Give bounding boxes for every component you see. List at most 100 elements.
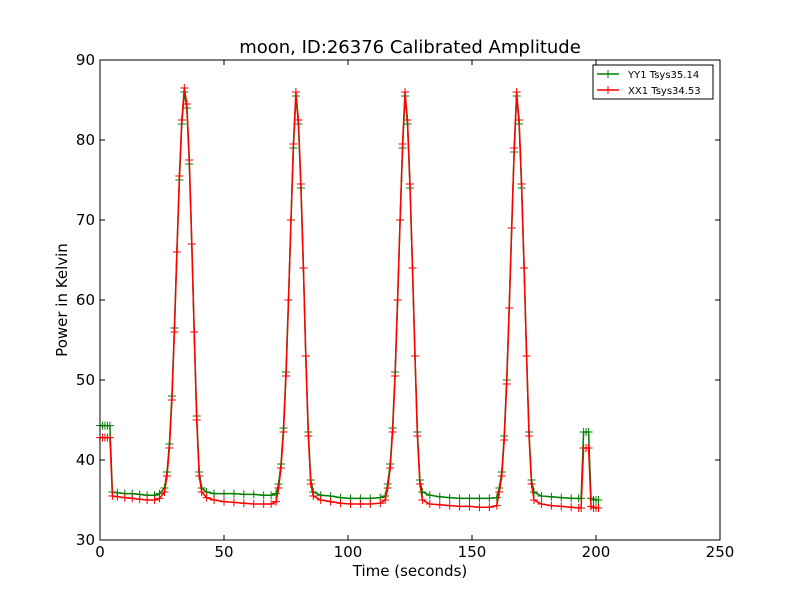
data-point-marker — [567, 494, 576, 503]
data-point-marker — [403, 116, 412, 124]
y-tick-label: 60 — [76, 291, 95, 309]
data-point-marker — [537, 492, 546, 500]
data-point-marker — [229, 498, 238, 507]
data-point-marker — [105, 421, 114, 430]
data-point-marker — [239, 499, 248, 508]
data-point-marker — [165, 444, 174, 452]
data-point-marker — [383, 484, 392, 492]
data-point-marker — [299, 264, 308, 272]
data-point-marker — [162, 472, 171, 480]
data-point-marker — [584, 444, 593, 452]
y-tick-label: 70 — [76, 211, 95, 229]
data-point-marker — [267, 500, 276, 508]
data-point-marker — [284, 296, 293, 304]
data-point-marker — [510, 144, 519, 152]
data-point-marker — [475, 494, 484, 503]
data-point-marker — [547, 492, 556, 501]
x-axis-label: Time (seconds) — [352, 562, 468, 580]
data-point-marker — [277, 464, 286, 472]
data-point-marker — [485, 503, 494, 512]
data-point-marker — [577, 504, 586, 512]
data-point-marker — [180, 84, 189, 92]
data-point-marker — [160, 488, 169, 496]
legend: YY1 Tsys35.14 XX1 Tsys34.53 — [592, 64, 714, 100]
data-point-marker — [259, 500, 268, 508]
data-point-marker — [135, 495, 144, 504]
data-point-marker — [567, 503, 576, 512]
data-point-marker — [495, 488, 504, 496]
data-point-marker — [512, 88, 521, 96]
data-point-marker — [346, 500, 355, 508]
x-tick-label: 100 — [334, 543, 363, 561]
data-point-marker — [296, 180, 305, 188]
data-point-marker — [557, 502, 566, 511]
data-point-marker — [530, 496, 538, 504]
data-point-marker — [294, 116, 303, 124]
data-point-marker — [537, 500, 546, 508]
data-point-marker — [398, 140, 407, 148]
data-point-marker — [492, 501, 501, 510]
data-point-marker — [272, 489, 281, 498]
data-point-marker — [272, 497, 281, 506]
data-point-marker — [291, 88, 300, 96]
data-point-marker — [465, 494, 474, 503]
data-point-marker — [356, 500, 365, 508]
x-tick-label: 50 — [214, 543, 233, 561]
data-point-marker — [249, 500, 258, 508]
data-point-marker — [210, 496, 219, 504]
x-tick-label: 200 — [582, 543, 611, 561]
data-point-marker — [435, 500, 444, 509]
data-point-marker — [376, 499, 385, 508]
data-point-marker — [187, 240, 196, 248]
legend-label-1: XX1 Tsys34.53 — [628, 86, 701, 97]
data-point-marker — [170, 328, 179, 336]
data-point-marker — [220, 489, 228, 498]
y-axis-label: Power in Kelvin — [53, 243, 71, 357]
data-point-marker — [584, 428, 593, 436]
data-point-marker — [105, 433, 114, 442]
data-point-marker — [435, 492, 444, 501]
plot-area — [96, 84, 603, 512]
data-point-marker — [507, 224, 516, 232]
data-point-marker — [517, 180, 526, 188]
data-point-marker — [502, 380, 511, 388]
data-point-marker — [525, 432, 534, 440]
data-point-marker — [386, 464, 395, 472]
data-point-marker — [547, 501, 556, 510]
legend-label-0: YY1 Tsys35.14 — [627, 70, 699, 81]
data-point-marker — [150, 496, 159, 504]
data-point-marker — [177, 116, 186, 124]
data-point-marker — [396, 216, 405, 224]
data-point-marker — [143, 496, 152, 504]
data-point-marker — [155, 494, 164, 503]
legend-marker-1 — [604, 86, 612, 94]
data-point-marker — [286, 216, 295, 224]
data-point-marker — [108, 492, 117, 500]
data-point-marker — [274, 484, 283, 492]
data-point-marker — [515, 116, 524, 124]
data-point-marker — [220, 497, 228, 506]
data-point-marker — [336, 499, 345, 508]
data-point-marker — [425, 500, 434, 508]
data-point-marker — [393, 296, 402, 304]
data-point-marker — [520, 264, 529, 272]
data-point-marker — [167, 396, 176, 404]
data-point-marker — [500, 436, 509, 444]
data-point-marker — [381, 496, 390, 504]
data-point-marker — [279, 428, 288, 436]
legend-marker-0 — [604, 70, 612, 78]
data-point-marker — [197, 488, 206, 496]
data-point-marker — [594, 496, 603, 504]
data-point-marker — [401, 88, 410, 96]
data-point-marker — [304, 432, 313, 440]
data-point-marker — [289, 140, 298, 148]
data-point-marker — [309, 492, 318, 500]
data-point-marker — [497, 472, 506, 480]
data-point-marker — [366, 500, 375, 508]
data-point-marker — [282, 372, 290, 380]
data-point-marker — [594, 504, 603, 512]
x-tick-label: 0 — [95, 543, 105, 561]
data-point-marker — [530, 488, 538, 496]
y-tick-label: 40 — [76, 451, 95, 469]
